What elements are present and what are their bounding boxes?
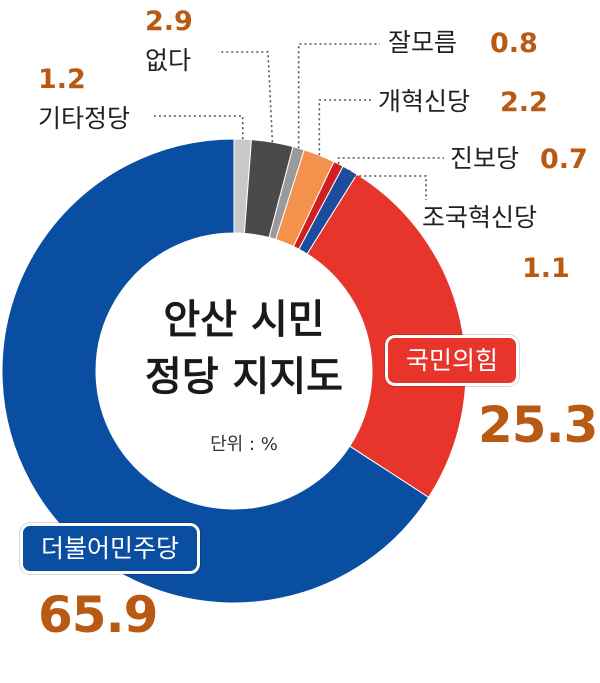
slice-dpk [1, 138, 430, 604]
value-label-reform: 2.2 [500, 87, 548, 118]
unit-label: 단위 : % [210, 434, 278, 455]
badge-dpk: 더불어민주당 [20, 523, 201, 574]
leader-line-progressive [337, 157, 444, 164]
value-label-dpk: 65.9 [38, 586, 158, 644]
leader-line-etc [154, 115, 244, 140]
value-label-ppp: 25.3 [478, 396, 598, 454]
party-label-reform: 개혁신당 [378, 87, 471, 116]
leader-line-dontknow [297, 43, 380, 149]
slice-ppp [306, 173, 467, 499]
value-label-none: 2.9 [145, 6, 193, 37]
value-label-rebuilding: 1.1 [522, 253, 570, 284]
party-label-rebuilding: 조국혁신당 [422, 203, 538, 232]
center-title-line2: 정당 지지도 [145, 354, 343, 400]
badge-ppp: 국민의힘 [385, 335, 520, 386]
leader-line-reform [318, 99, 372, 156]
party-label-none: 없다 [145, 46, 192, 75]
party-label-progressive: 진보당 [450, 144, 520, 173]
value-label-dontknow: 0.8 [490, 28, 538, 59]
center-title-line1: 안산 시민 [163, 297, 325, 343]
value-label-progressive: 0.7 [540, 144, 588, 175]
party-label-etc: 기타정당 [38, 104, 131, 133]
party-label-dontknow: 잘모름 [388, 28, 458, 57]
value-label-etc: 1.2 [38, 64, 86, 95]
leader-line-none [218, 51, 274, 143]
